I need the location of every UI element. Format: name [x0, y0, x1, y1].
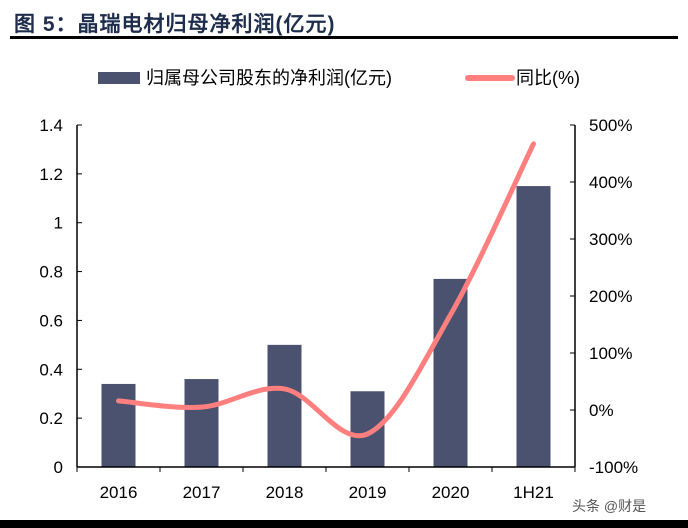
right-tick-label: 300% — [589, 230, 632, 249]
x-tick-label: 2018 — [266, 483, 304, 502]
figure-title: 图 5：晶瑞电材归母净利润(亿元) — [14, 13, 336, 36]
left-tick-label: 0.2 — [39, 409, 63, 428]
bottom-divider — [0, 520, 688, 528]
right-tick-label: 0% — [589, 401, 614, 420]
right-tick-label: 100% — [589, 344, 632, 363]
x-tick-label: 2017 — [183, 483, 221, 502]
bar-2016 — [101, 383, 136, 467]
right-tick-label: -100% — [589, 458, 638, 477]
right-tick-label: 400% — [589, 173, 632, 192]
bar-1H21 — [516, 186, 551, 468]
left-tick-label: 0.6 — [39, 311, 63, 330]
left-tick-label: 1.2 — [39, 165, 63, 184]
bar-2017 — [184, 379, 219, 467]
left-tick-label: 0.4 — [39, 360, 63, 379]
bar-2020 — [433, 278, 468, 467]
left-tick-label: 0 — [54, 458, 63, 477]
x-tick-label: 2019 — [349, 483, 387, 502]
left-tick-label: 0.8 — [39, 263, 63, 282]
legend-line-label: 同比(%) — [516, 68, 580, 88]
left-tick-label: 1.4 — [39, 116, 63, 135]
right-tick-label: 500% — [589, 116, 632, 135]
legend-bar-label: 归属母公司股东的净利润(亿元) — [146, 68, 392, 88]
title-divider — [10, 36, 678, 39]
right-tick-label: 200% — [589, 287, 632, 306]
left-tick-label: 1 — [54, 214, 63, 233]
x-tick-label: 2020 — [432, 483, 470, 502]
x-tick-label: 2016 — [100, 483, 138, 502]
legend-bar-swatch — [98, 72, 140, 84]
x-tick-label: 1H21 — [513, 483, 554, 502]
watermark: 头条 @财是 — [572, 498, 647, 514]
yoy-growth-line — [116, 141, 536, 439]
bar-2018 — [267, 344, 302, 467]
